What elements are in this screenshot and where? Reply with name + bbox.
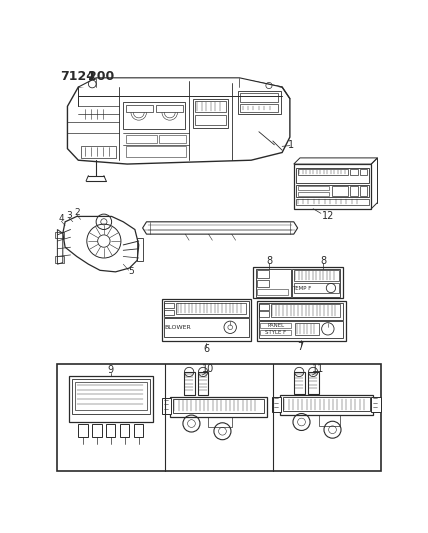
- Polygon shape: [294, 158, 377, 164]
- Text: 12: 12: [322, 211, 335, 221]
- Polygon shape: [78, 78, 282, 87]
- Bar: [208, 417, 232, 427]
- Bar: [238, 91, 281, 114]
- Bar: [195, 101, 226, 112]
- Text: 6: 6: [203, 344, 209, 354]
- Bar: [318, 415, 340, 426]
- Bar: [294, 164, 371, 209]
- Bar: [333, 187, 348, 196]
- Text: PANEL: PANEL: [268, 323, 285, 328]
- Bar: [125, 105, 153, 112]
- Bar: [184, 372, 195, 395]
- Polygon shape: [143, 222, 297, 234]
- Bar: [253, 267, 342, 298]
- Bar: [240, 93, 278, 102]
- Bar: [240, 104, 278, 112]
- Bar: [292, 269, 340, 296]
- Bar: [283, 398, 370, 411]
- Bar: [297, 187, 329, 190]
- Text: 8: 8: [266, 256, 272, 266]
- Bar: [259, 321, 343, 338]
- Bar: [159, 135, 186, 143]
- Bar: [162, 398, 171, 414]
- Bar: [256, 269, 291, 296]
- Bar: [193, 99, 228, 128]
- Bar: [55, 232, 64, 238]
- Bar: [297, 192, 329, 196]
- Bar: [294, 270, 339, 281]
- Bar: [72, 379, 150, 414]
- Bar: [260, 322, 291, 328]
- Bar: [257, 270, 269, 278]
- Bar: [125, 147, 186, 157]
- Bar: [120, 424, 129, 438]
- Bar: [296, 168, 369, 183]
- Text: 5: 5: [128, 268, 134, 276]
- Bar: [106, 424, 116, 438]
- Bar: [123, 102, 185, 130]
- Text: 9: 9: [108, 366, 114, 375]
- Bar: [296, 185, 369, 197]
- Text: 11: 11: [312, 364, 325, 374]
- Bar: [198, 372, 208, 395]
- Text: 7: 7: [297, 342, 304, 352]
- Bar: [69, 376, 153, 422]
- Text: 3: 3: [66, 211, 72, 220]
- Polygon shape: [68, 81, 290, 164]
- Bar: [259, 303, 343, 320]
- Bar: [371, 397, 380, 412]
- Text: 10: 10: [202, 364, 214, 374]
- Bar: [78, 424, 88, 438]
- Text: 200: 200: [88, 70, 114, 83]
- Bar: [296, 199, 369, 205]
- Bar: [257, 289, 288, 295]
- Bar: [260, 329, 291, 335]
- Bar: [259, 304, 269, 310]
- Bar: [164, 301, 249, 317]
- Bar: [80, 146, 116, 158]
- Bar: [360, 187, 367, 196]
- Bar: [134, 424, 143, 438]
- Bar: [308, 372, 318, 393]
- Bar: [280, 395, 373, 415]
- Bar: [294, 282, 339, 294]
- Bar: [270, 304, 340, 317]
- Text: TEMP F: TEMP F: [292, 286, 311, 290]
- Bar: [351, 169, 358, 175]
- Text: 4: 4: [59, 214, 64, 223]
- Bar: [297, 169, 348, 175]
- Text: 2: 2: [74, 208, 80, 217]
- Bar: [164, 303, 174, 308]
- Bar: [156, 105, 183, 112]
- Text: BLOWER: BLOWER: [164, 325, 191, 330]
- Bar: [294, 372, 305, 393]
- Bar: [162, 299, 251, 341]
- Bar: [57, 364, 381, 471]
- Text: 8: 8: [320, 256, 326, 266]
- Bar: [195, 115, 226, 125]
- Bar: [272, 397, 281, 412]
- Bar: [259, 311, 269, 317]
- Bar: [164, 310, 174, 315]
- Bar: [137, 238, 143, 261]
- Text: 7124: 7124: [59, 70, 95, 83]
- Bar: [295, 322, 318, 335]
- Bar: [55, 256, 64, 263]
- Bar: [125, 135, 157, 143]
- Bar: [173, 399, 264, 413]
- Polygon shape: [63, 216, 139, 272]
- Bar: [256, 301, 346, 341]
- Bar: [92, 424, 101, 438]
- Bar: [75, 382, 146, 410]
- Bar: [164, 318, 249, 337]
- Text: STYLE F: STYLE F: [265, 330, 287, 335]
- Bar: [170, 397, 267, 417]
- Text: 1: 1: [288, 140, 294, 150]
- Bar: [351, 187, 358, 196]
- Bar: [257, 280, 269, 287]
- Bar: [176, 303, 246, 314]
- Bar: [360, 169, 367, 175]
- Polygon shape: [57, 230, 63, 264]
